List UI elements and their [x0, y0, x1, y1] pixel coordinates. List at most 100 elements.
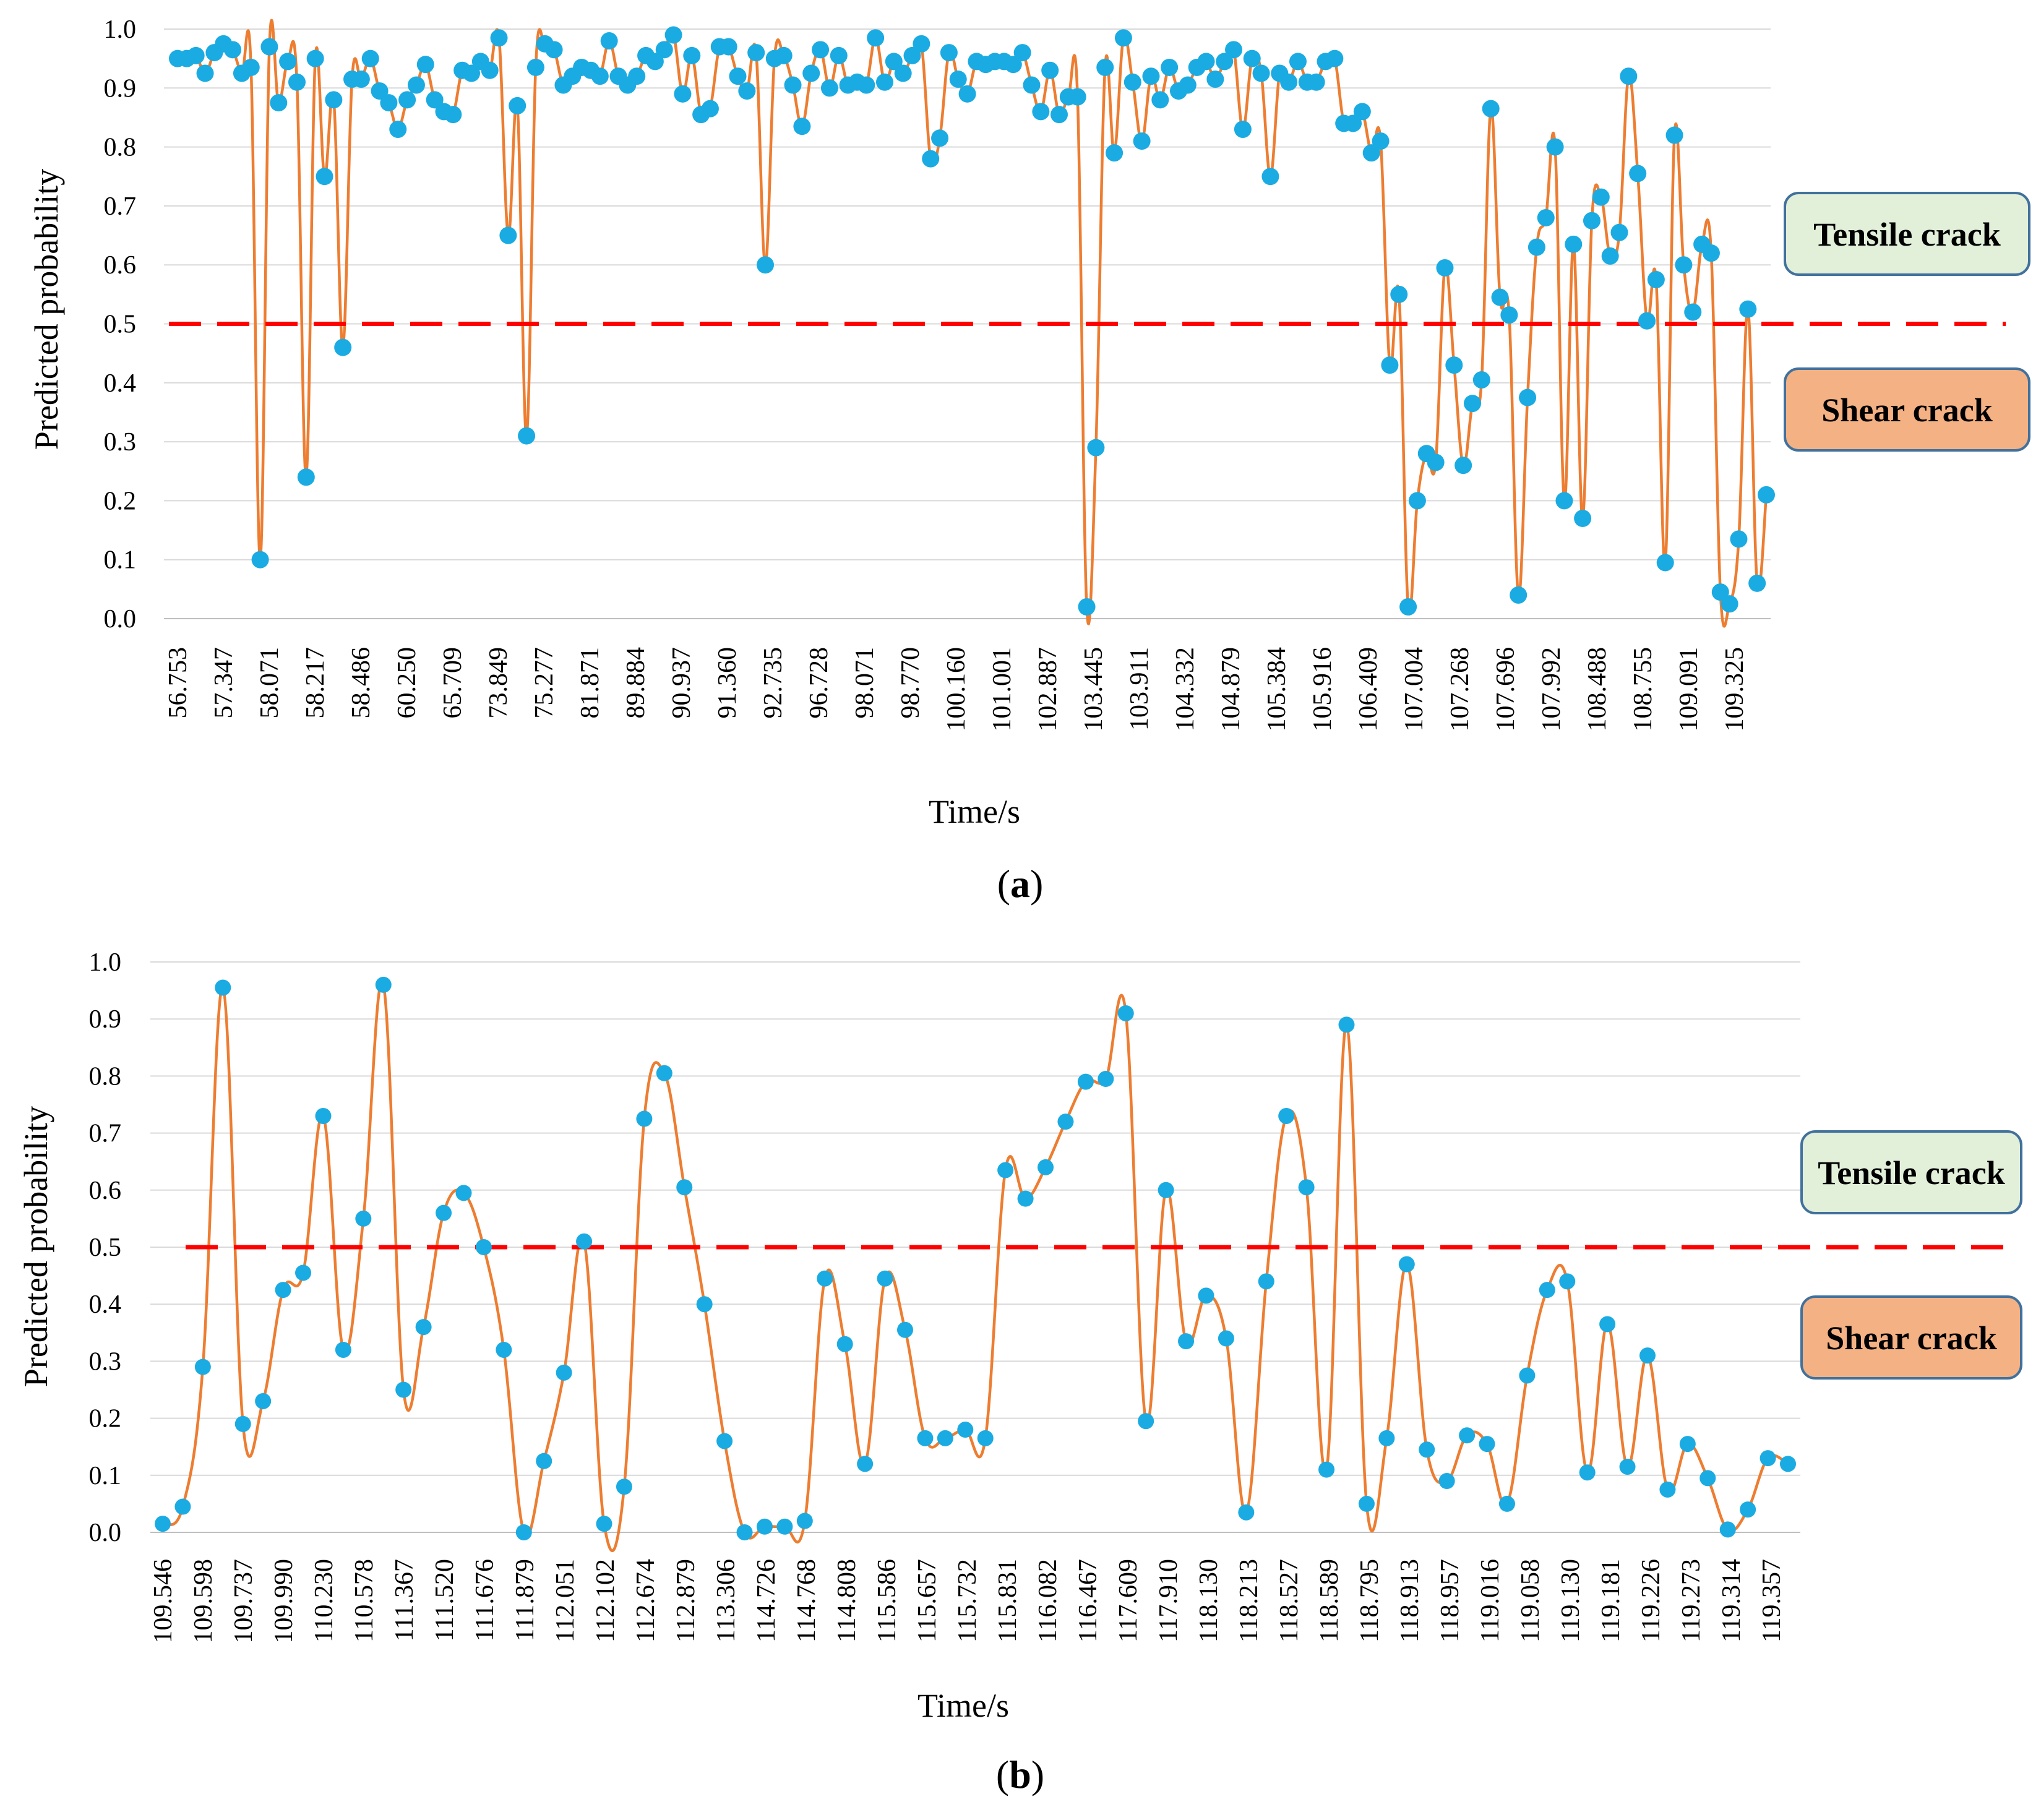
data-point: [1117, 1005, 1134, 1021]
data-point: [1510, 586, 1528, 604]
data-point: [325, 91, 343, 109]
data-point: [395, 1381, 412, 1398]
data-point: [1096, 58, 1114, 76]
data-point: [1178, 1333, 1195, 1350]
x-tick-label: 111.520: [431, 1559, 459, 1641]
data-point: [1124, 73, 1141, 91]
data-point: [716, 1433, 733, 1449]
data-point: [316, 168, 333, 186]
data-point: [1500, 306, 1518, 324]
data-point: [867, 29, 885, 47]
data-point: [802, 64, 820, 82]
data-point: [958, 85, 976, 103]
data-point: [1197, 53, 1215, 71]
data-point: [913, 35, 930, 53]
x-tick-label: 102.887: [1034, 647, 1062, 732]
tensile-crack-box: [1800, 1130, 2022, 1214]
data-point: [297, 468, 315, 486]
data-point: [676, 1179, 693, 1196]
x-tick-label: 115.657: [913, 1559, 942, 1642]
x-tick-label: 100.160: [942, 647, 971, 732]
data-point: [1032, 103, 1050, 121]
x-tick-label: 96.728: [805, 647, 833, 719]
data-point: [775, 46, 793, 64]
data-point: [977, 1430, 994, 1446]
data-point: [234, 1415, 251, 1432]
y-axis-title: Predicted probability: [28, 169, 65, 450]
y-tick-label: 0.1: [104, 546, 137, 575]
x-tick-label: 119.357: [1758, 1559, 1786, 1642]
data-point: [1381, 356, 1399, 374]
data-point: [628, 67, 646, 85]
data-point: [949, 71, 967, 88]
data-point: [260, 38, 278, 56]
data-point: [1711, 583, 1729, 601]
y-tick-label: 0.9: [104, 74, 137, 103]
data-point: [1675, 256, 1693, 274]
data-point: [1438, 1473, 1455, 1490]
x-tick-label: 60.250: [393, 647, 421, 719]
x-tick-label: 117.609: [1114, 1559, 1143, 1642]
x-tick-label: 109.737: [230, 1559, 258, 1644]
data-point: [1555, 492, 1573, 510]
data-point: [295, 1264, 312, 1281]
data-point: [896, 1321, 913, 1338]
data-point: [1479, 1436, 1495, 1453]
data-point: [729, 67, 747, 85]
data-point: [1472, 371, 1490, 389]
shear-crack-label: Shear crack: [1826, 1320, 1996, 1357]
x-tick-label: 57.347: [210, 647, 238, 719]
panel-label: (a): [997, 862, 1044, 906]
data-point: [1206, 71, 1224, 88]
data-point: [1519, 1367, 1536, 1384]
data-point: [1390, 285, 1408, 303]
data-point: [1491, 288, 1509, 306]
data-point: [1344, 114, 1362, 132]
data-point: [1620, 67, 1638, 85]
data-point: [251, 551, 269, 569]
data-point: [1399, 598, 1417, 616]
data-point: [361, 49, 379, 67]
data-point: [315, 1107, 332, 1124]
x-tick-label: 114.808: [833, 1559, 861, 1642]
data-point: [380, 94, 398, 112]
data-point: [636, 1110, 653, 1127]
data-point: [1719, 1521, 1736, 1538]
x-tick-label: 107.004: [1400, 647, 1429, 732]
data-point: [1372, 132, 1390, 150]
x-tick-label: 109.546: [149, 1559, 178, 1644]
data-point: [463, 64, 481, 82]
data-point: [1592, 188, 1610, 206]
data-point: [830, 46, 848, 64]
data-point: [1445, 356, 1463, 374]
data-point: [242, 58, 260, 76]
data-point: [591, 67, 609, 85]
x-tick-label: 108.488: [1583, 647, 1612, 732]
x-tick-label: 91.360: [713, 647, 742, 719]
data-point: [1601, 247, 1619, 265]
data-point: [415, 1319, 432, 1336]
data-point: [836, 1336, 853, 1352]
x-tick-label: 118.213: [1235, 1559, 1263, 1642]
data-point: [1730, 530, 1748, 548]
y-tick-label: 0.6: [89, 1177, 122, 1205]
x-tick-label: 107.992: [1537, 647, 1566, 732]
x-tick-label: 115.586: [873, 1559, 901, 1642]
data-point: [793, 118, 811, 135]
data-point: [1252, 64, 1270, 82]
data-point: [1740, 1501, 1756, 1518]
data-point: [475, 1239, 492, 1255]
data-point: [1419, 1441, 1435, 1458]
x-tick-label: 118.913: [1396, 1559, 1424, 1642]
data-point: [1004, 56, 1022, 74]
data-point: [1298, 1179, 1315, 1196]
data-point: [426, 91, 444, 109]
shear-crack-label: Shear crack: [1821, 392, 1992, 429]
data-point: [1463, 395, 1481, 413]
data-point: [306, 49, 324, 67]
y-tick-label: 0.3: [89, 1347, 122, 1376]
data-point: [288, 73, 306, 91]
x-tick-label: 98.071: [851, 647, 879, 719]
x-tick-label: 116.082: [1034, 1559, 1062, 1642]
